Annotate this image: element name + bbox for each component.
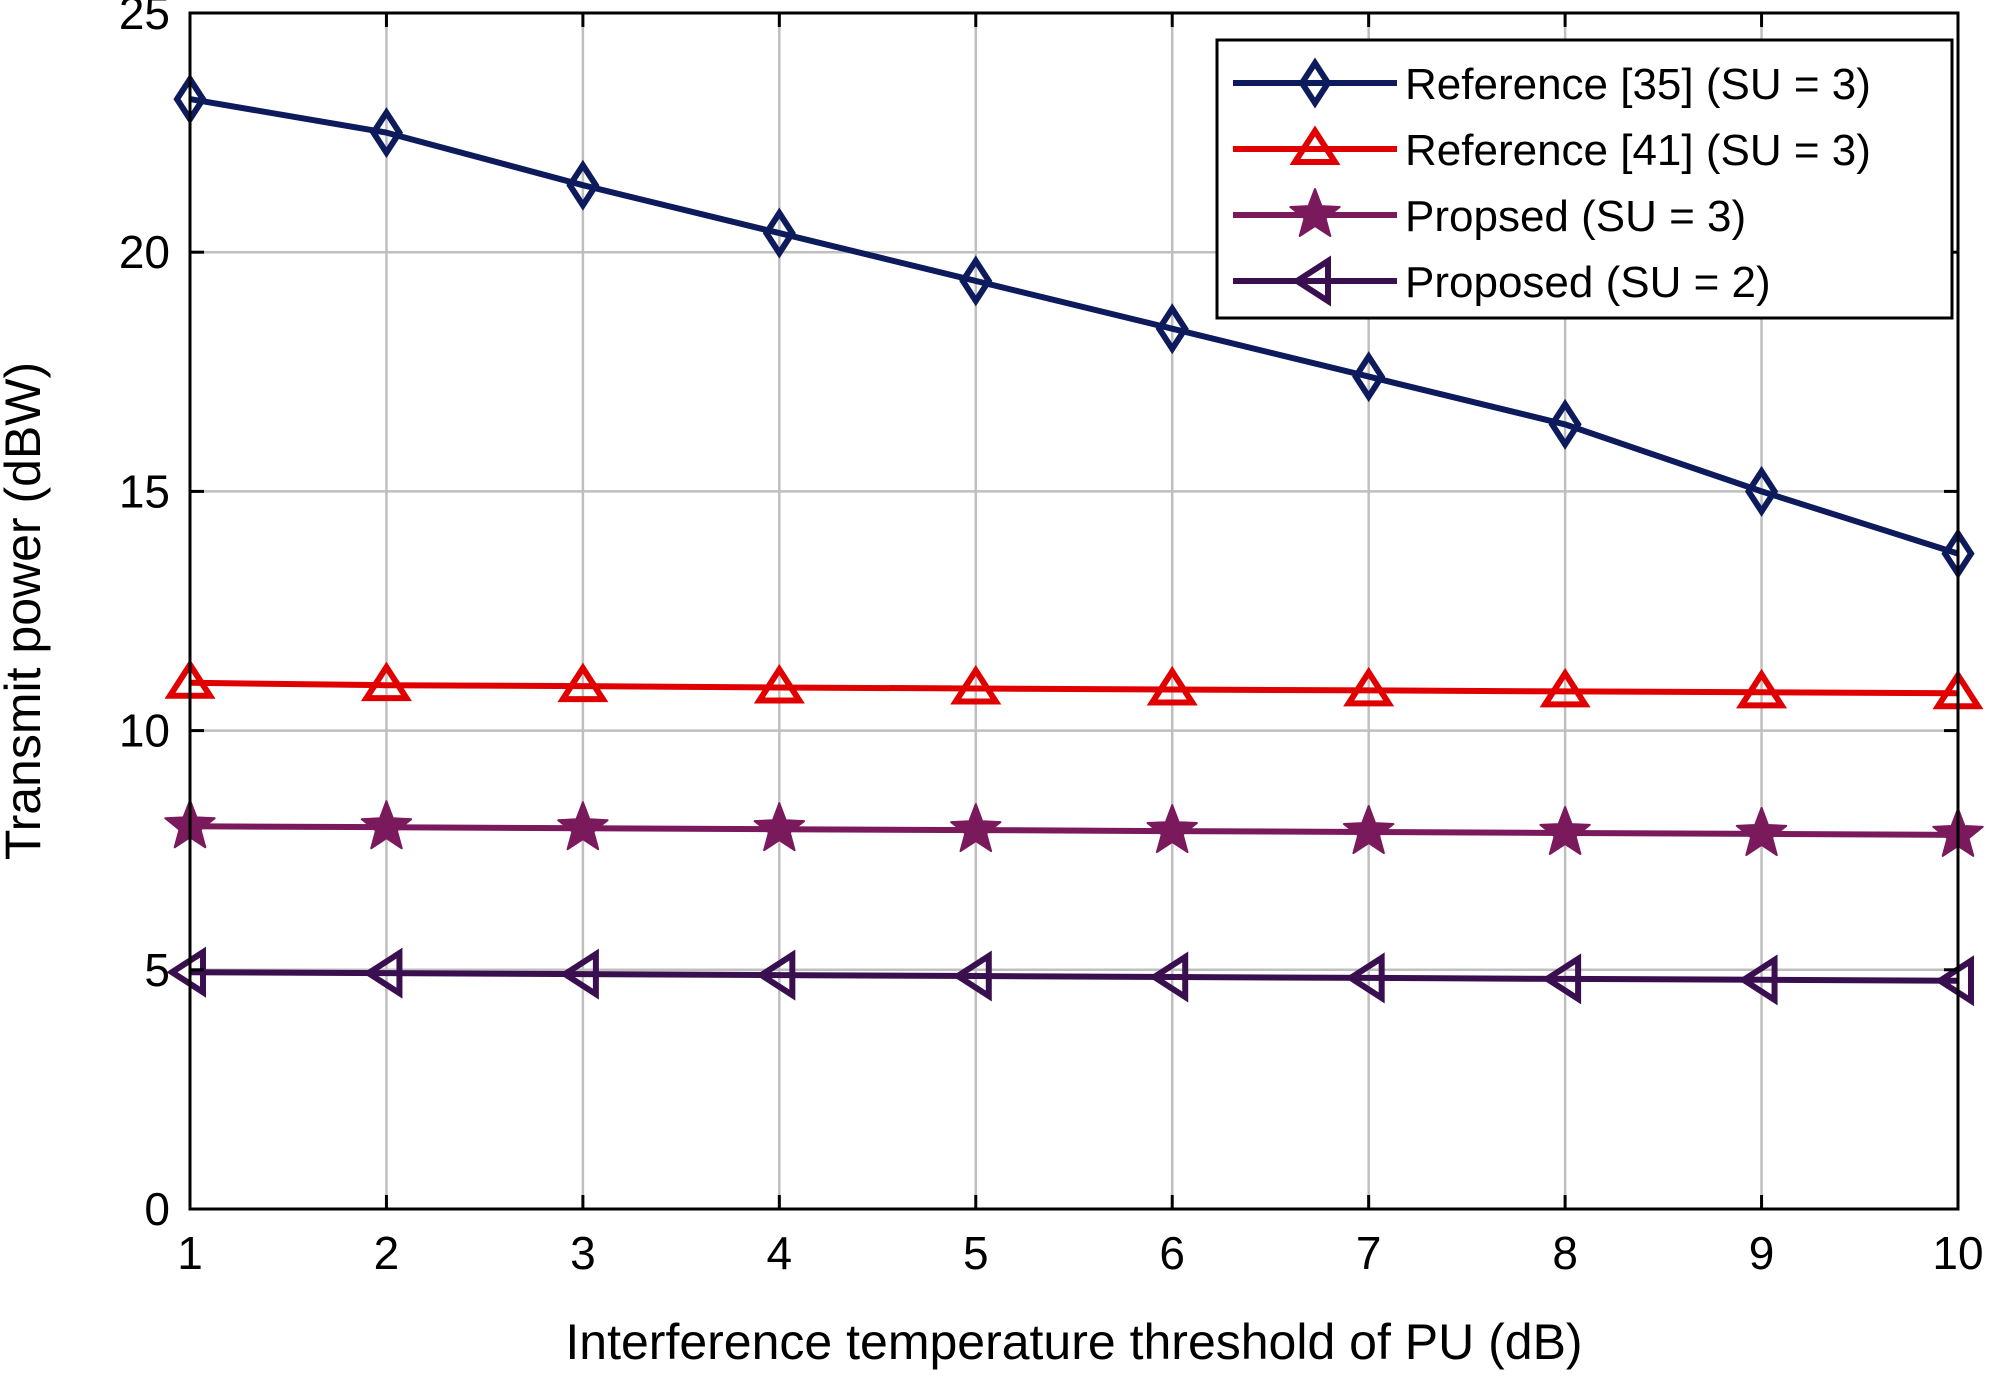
x-tick-label: 7 [1356,1227,1382,1279]
data-point-star [360,800,413,850]
legend-label: Reference [35] (SU = 3) [1405,60,1871,109]
data-point-diamond [369,107,404,159]
legend-label: Proposed (SU = 2) [1405,258,1771,307]
x-tick-label: 1 [177,1227,203,1279]
data-point-triangle-up [1146,665,1198,706]
legend-marker [1289,188,1341,237]
y-tick-label: 0 [144,1183,170,1235]
data-point-star [1539,806,1591,855]
legend-marker [1291,255,1331,307]
data-point-triangle-left [362,947,403,999]
data-point-diamond [1352,351,1386,403]
series-1 [173,73,1975,580]
legend-label: Reference [41] (SU = 3) [1405,126,1871,175]
data-point-triangle-up [753,664,805,704]
series-2 [164,659,1984,710]
data-point-triangle-up [557,662,609,703]
data-point-triangle-up [950,664,1002,705]
series-line [189,679,1959,697]
y-tick-label: 20 [119,226,170,278]
data-point-diamond [1744,465,1779,517]
data-point-star [1735,806,1788,856]
data-point-star [1342,805,1395,855]
series-4 [166,946,1974,1007]
legend-entry: Reference [41] (SU = 3) [1233,125,1871,175]
data-point-triangle-left [1541,953,1582,1005]
data-point-star [950,803,1002,853]
data-point-triangle-left [1148,951,1189,1003]
data-point-diamond [762,207,796,259]
legend-entry: Proposed (SU = 2) [1233,255,1771,307]
y-tick-label: 5 [144,944,170,996]
y-tick-label: 10 [119,705,170,757]
data-point-triangle-left [166,946,206,998]
data-point-diamond [959,255,993,307]
data-point-triangle-up [1343,666,1395,707]
x-tick-label: 4 [767,1227,793,1279]
x-tick-label: 9 [1749,1227,1775,1279]
legend-box [1215,38,1954,320]
legend-entry: Propsed (SU = 3) [1233,188,1746,241]
y-axis-title: Transmit power (dBW) [0,362,51,860]
data-point-star [1146,804,1198,854]
legend-label: Propsed (SU = 3) [1405,192,1746,241]
series-line [189,823,1959,838]
x-tick-label: 2 [374,1227,400,1279]
data-point-triangle-up [1539,667,1591,708]
legend-entry: Reference [35] (SU = 3) [1233,57,1871,109]
data-point-triangle-up [1736,668,1788,709]
legend-marker [1298,57,1332,109]
x-tick-label: 6 [1159,1227,1185,1279]
series-line [189,969,1959,984]
x-axis-title: Interference temperature threshold of PU… [565,1314,1582,1370]
legend: Reference [35] (SU = 3) Reference [41] (S… [1215,38,1954,320]
tick-labels: 1 2 3 4 5 6 7 8 9 10 0 5 10 15 20 25 [119,0,1984,1279]
series-line [189,96,1959,557]
y-tick-label: 25 [119,0,170,39]
data-point-diamond [1155,303,1189,355]
data-point-diamond [566,159,600,211]
x-tick-label: 3 [570,1227,596,1279]
legend-marker [1289,125,1341,165]
data-point-star [557,801,609,851]
x-tick-label: 10 [1932,1227,1983,1279]
data-series [164,73,1984,1007]
data-point-triangle-left [1738,954,1778,1006]
y-tick-label: 15 [119,465,170,517]
data-point-triangle-left [952,950,992,1002]
data-point-diamond [1548,398,1582,450]
data-point-triangle-left [559,948,599,1000]
plot-frame [188,11,1960,1211]
data-point-star [753,802,806,852]
data-point-triangle-left [1345,952,1385,1004]
data-point-triangle-up [360,661,412,702]
x-tick-label: 8 [1552,1227,1578,1279]
data-point-triangle-left [755,949,796,1001]
x-tick-label: 5 [963,1227,989,1279]
